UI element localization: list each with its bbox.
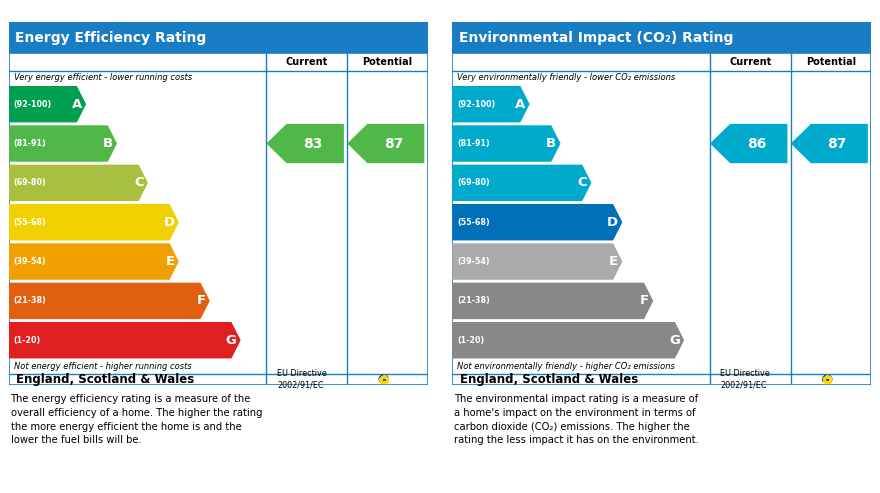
Polygon shape: [452, 244, 622, 280]
Text: Current: Current: [286, 57, 328, 67]
Polygon shape: [710, 124, 788, 163]
Text: Environmental Impact (CO₂) Rating: Environmental Impact (CO₂) Rating: [458, 31, 733, 44]
Text: (1-20): (1-20): [458, 336, 485, 345]
Text: (1-20): (1-20): [14, 336, 41, 345]
Polygon shape: [9, 244, 179, 280]
Text: E: E: [609, 255, 618, 268]
Text: G: G: [225, 334, 237, 347]
Text: D: D: [164, 216, 174, 229]
Text: C: C: [134, 176, 143, 189]
Text: (69-80): (69-80): [458, 178, 490, 187]
Text: G: G: [669, 334, 680, 347]
Polygon shape: [348, 124, 424, 163]
Text: 87: 87: [827, 137, 847, 150]
Polygon shape: [267, 124, 344, 163]
Text: 86: 86: [747, 137, 766, 150]
Text: Energy Efficiency Rating: Energy Efficiency Rating: [15, 31, 206, 44]
Text: The environmental impact rating is a measure of
a home's impact on the environme: The environmental impact rating is a mea…: [454, 394, 699, 445]
Text: (81-91): (81-91): [458, 139, 490, 148]
Polygon shape: [9, 322, 240, 358]
Text: F: F: [196, 294, 206, 308]
Text: England, Scotland & Wales: England, Scotland & Wales: [460, 373, 638, 386]
Polygon shape: [9, 86, 86, 122]
Polygon shape: [452, 86, 530, 122]
Text: (39-54): (39-54): [458, 257, 490, 266]
Text: (39-54): (39-54): [14, 257, 47, 266]
Text: A: A: [71, 98, 82, 111]
Text: 83: 83: [304, 137, 323, 150]
Text: F: F: [640, 294, 649, 308]
Text: 87: 87: [384, 137, 403, 150]
Text: (92-100): (92-100): [14, 100, 52, 108]
Polygon shape: [9, 125, 117, 162]
Polygon shape: [452, 125, 561, 162]
Text: A: A: [515, 98, 525, 111]
Text: EU Directive
2002/91/EC: EU Directive 2002/91/EC: [721, 369, 770, 389]
Polygon shape: [452, 322, 684, 358]
Text: Not environmentally friendly - higher CO₂ emissions: Not environmentally friendly - higher CO…: [458, 362, 675, 371]
Text: (21-38): (21-38): [458, 296, 490, 305]
Bar: [452, 22, 871, 53]
Text: C: C: [577, 176, 587, 189]
Polygon shape: [452, 282, 653, 319]
Polygon shape: [452, 204, 622, 241]
Polygon shape: [791, 124, 868, 163]
Bar: [9, 22, 428, 53]
Text: (55-68): (55-68): [458, 218, 490, 227]
Circle shape: [378, 375, 389, 384]
Text: England, Scotland & Wales: England, Scotland & Wales: [17, 373, 194, 386]
Text: EU Directive
2002/91/EC: EU Directive 2002/91/EC: [277, 369, 326, 389]
Polygon shape: [9, 282, 209, 319]
Polygon shape: [9, 165, 148, 201]
Text: (81-91): (81-91): [14, 139, 47, 148]
Text: Potential: Potential: [806, 57, 856, 67]
Text: E: E: [165, 255, 174, 268]
Text: (21-38): (21-38): [14, 296, 47, 305]
Text: Very energy efficient - lower running costs: Very energy efficient - lower running co…: [14, 73, 192, 82]
Text: Potential: Potential: [363, 57, 413, 67]
Text: B: B: [546, 137, 556, 150]
Text: (69-80): (69-80): [14, 178, 47, 187]
Text: (55-68): (55-68): [14, 218, 47, 227]
Text: The energy efficiency rating is a measure of the
overall efficiency of a home. T: The energy efficiency rating is a measur…: [11, 394, 262, 445]
Text: Not energy efficient - higher running costs: Not energy efficient - higher running co…: [14, 362, 192, 371]
Polygon shape: [9, 204, 179, 241]
Polygon shape: [452, 165, 591, 201]
Circle shape: [822, 375, 832, 384]
Text: (92-100): (92-100): [458, 100, 495, 108]
Text: D: D: [607, 216, 618, 229]
Text: B: B: [103, 137, 113, 150]
Text: Current: Current: [730, 57, 772, 67]
Text: Very environmentally friendly - lower CO₂ emissions: Very environmentally friendly - lower CO…: [458, 73, 676, 82]
